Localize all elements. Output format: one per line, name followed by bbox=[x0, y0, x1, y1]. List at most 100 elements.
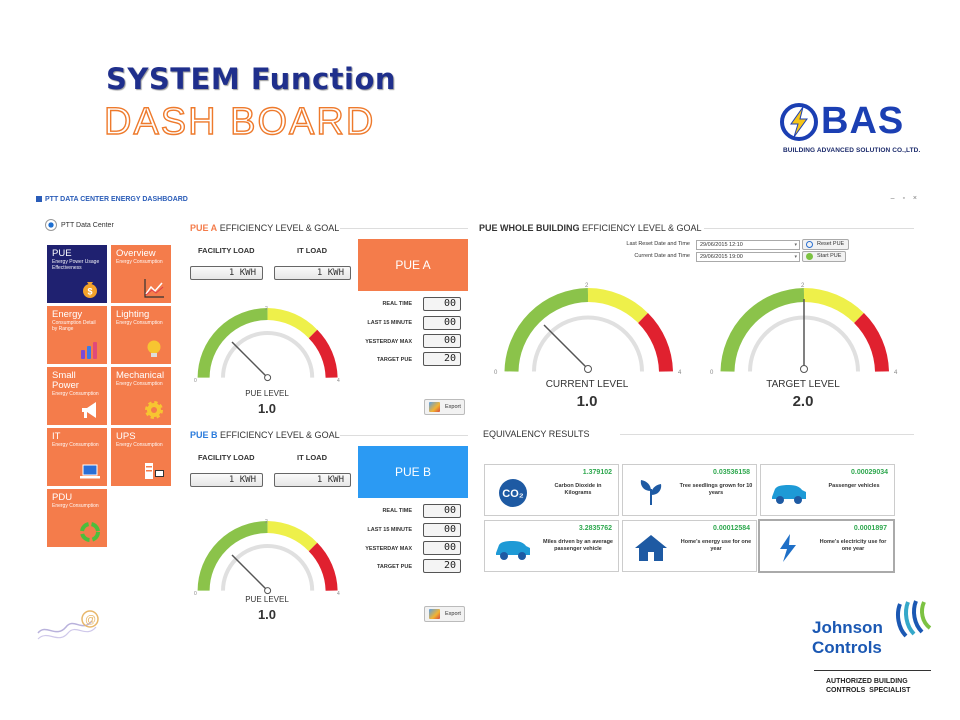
tile-it[interactable]: IT Energy Consumption bbox=[47, 428, 107, 486]
current-datetime-picker[interactable]: 29/06/2015 19:00 ▾ bbox=[696, 252, 800, 262]
equivalency-card-miles: 3.2835762 Miles driven by an average pas… bbox=[484, 520, 619, 572]
tile-lighting[interactable]: Lighting Energy Consumption bbox=[111, 306, 171, 364]
pue-b-it-load-label: IT LOAD bbox=[297, 453, 327, 462]
svg-text:$: $ bbox=[87, 287, 92, 297]
pue-a-metric-value: 00 bbox=[423, 297, 461, 311]
last-reset-label: Last Reset Date and Time bbox=[626, 241, 690, 247]
pue-a-metric-value: 20 bbox=[423, 352, 461, 366]
pue-a-box: PUE A bbox=[358, 239, 468, 291]
pue-a-metric-label: TARGET PUE bbox=[376, 357, 412, 363]
pue-a-it-load-label: IT LOAD bbox=[297, 246, 327, 255]
svg-text:CO₂: CO₂ bbox=[502, 488, 524, 500]
current-gauge-mid: 2 bbox=[585, 283, 589, 289]
pue-a-metric-value: 00 bbox=[423, 316, 461, 330]
pue-b-it-load-value: 1 KWH bbox=[274, 473, 351, 487]
equivalency-value: 0.00029034 bbox=[851, 469, 888, 476]
target-level-gauge: 0 2 4 bbox=[710, 283, 898, 376]
target-gauge-mid: 2 bbox=[801, 283, 805, 289]
ups-icon bbox=[145, 463, 164, 479]
pue-a-export-button[interactable]: Export bbox=[424, 399, 465, 415]
current-level-value: 1.0 bbox=[576, 393, 598, 410]
pue-b-gauge-value: 1.0 bbox=[257, 607, 277, 622]
pue-a-section-title: PUE A EFFICIENCY LEVEL & GOAL bbox=[190, 223, 340, 233]
export-icon bbox=[429, 609, 440, 619]
money-bag-icon: $ bbox=[83, 282, 97, 298]
bar-chart-icon bbox=[81, 342, 97, 359]
tile-pue[interactable]: PUE Energy Power Usage Effectiveness $ bbox=[47, 245, 107, 303]
dropdown-arrow-icon: ▾ bbox=[794, 242, 797, 248]
pue-a-gauge-value: 1.0 bbox=[257, 401, 277, 416]
equivalency-description: Tree seedlings grown for 10 years bbox=[679, 483, 753, 496]
pue-b-gauge-mid: 2 bbox=[265, 519, 268, 525]
bas-logo: BAS BUILDING ADVANCED SOLUTION CO.,LTD. bbox=[779, 100, 929, 158]
pue-b-gauge-max: 4 bbox=[337, 591, 340, 597]
tile-energy[interactable]: Energy Consumption Detail by Range bbox=[47, 306, 107, 364]
start-pue-button[interactable]: Start PUE bbox=[802, 251, 847, 262]
johnson-controls-emblem-icon bbox=[896, 600, 932, 638]
dropdown-arrow-icon: ▾ bbox=[794, 254, 797, 260]
equivalency-card-home-energy: 0.00012584 Home's energy use for one yea… bbox=[622, 520, 757, 572]
equivalency-value: 3.2835762 bbox=[578, 525, 612, 532]
gear-icon bbox=[145, 401, 163, 419]
equivalency-card-home-electricity: 0.0001897 Home's electricity use for one… bbox=[758, 519, 895, 573]
whole-building-section-title: PUE WHOLE BUILDING EFFICIENCY LEVEL & GO… bbox=[479, 223, 702, 233]
pue-b-export-button[interactable]: Export bbox=[424, 606, 465, 622]
current-gauge-min: 0 bbox=[494, 370, 498, 376]
pue-b-facility-load-value: 1 KWH bbox=[190, 473, 263, 487]
slide-subtitle: DASH BOARD bbox=[103, 100, 376, 143]
partner-divider bbox=[814, 670, 931, 671]
current-datetime-label: Current Date and Time bbox=[634, 253, 690, 259]
pue-b-box: PUE B bbox=[358, 446, 468, 498]
equivalency-divider bbox=[620, 434, 914, 435]
last-reset-datetime-picker[interactable]: 29/06/2015 12:10 ▾ bbox=[696, 240, 800, 250]
tree-seedling-icon bbox=[640, 480, 662, 505]
slide-title: SYSTEM Function bbox=[106, 62, 397, 96]
johnson-controls-text: Johnson Controls bbox=[812, 618, 883, 657]
bas-lightning-icon bbox=[780, 103, 818, 141]
pue-b-section-title: PUE B EFFICIENCY LEVEL & GOAL bbox=[190, 430, 340, 440]
recycle-icon bbox=[80, 522, 100, 542]
equivalency-description: Carbon Dioxide in Kilograms bbox=[554, 483, 602, 496]
current-gauge-max: 4 bbox=[678, 370, 682, 376]
pue-b-gauge-min: 0 bbox=[194, 591, 197, 597]
co2-icon: CO₂ bbox=[499, 479, 527, 507]
window-controls[interactable]: – ▫ × bbox=[890, 195, 920, 202]
bas-logo-text: BAS bbox=[821, 100, 905, 142]
light-bulb-icon bbox=[147, 340, 161, 357]
reset-icon bbox=[806, 241, 813, 248]
app-icon bbox=[36, 196, 42, 202]
equivalency-description: Home's electricity use for one year bbox=[819, 539, 887, 552]
equivalency-value: 0.03536158 bbox=[713, 469, 750, 476]
site-name: PTT Data Center bbox=[61, 221, 114, 229]
start-icon bbox=[806, 253, 813, 260]
tile-overview[interactable]: Overview Energy Consumption bbox=[111, 245, 171, 303]
pue-b-metric-value: 00 bbox=[423, 523, 461, 537]
partner-tagline: AUTHORIZED BUILDING CONTROLS SPECIALIST bbox=[826, 678, 911, 694]
pue-b-metric-label: LAST 15 MINUTE bbox=[367, 527, 412, 533]
reset-pue-button[interactable]: Reset PUE bbox=[802, 239, 850, 250]
laptop-icon bbox=[80, 464, 100, 479]
tile-ups[interactable]: UPS Energy Consumption bbox=[111, 428, 171, 486]
pue-b-metric-label: TARGET PUE bbox=[376, 564, 412, 570]
tile-pdu[interactable]: PDU Energy Consumption bbox=[47, 489, 107, 547]
pue-b-facility-load-label: FACILITY LOAD bbox=[198, 453, 255, 462]
current-level-gauge: 0 2 4 bbox=[494, 283, 682, 376]
equivalency-description: Miles driven by an average passenger veh… bbox=[542, 539, 613, 552]
pue-a-gauge-caption: PUE LEVEL bbox=[245, 389, 289, 398]
car-icon bbox=[772, 485, 806, 504]
equivalency-description: Home's energy use for one year bbox=[680, 539, 752, 552]
pue-b-divider bbox=[340, 435, 468, 436]
site-logo-icon bbox=[45, 219, 57, 231]
window-title: PTT DATA CENTER ENERGY DASHBOARD bbox=[36, 196, 188, 203]
pue-b-metric-value: 20 bbox=[423, 559, 461, 573]
johnson-controls-logo: Johnson Controls bbox=[812, 598, 936, 662]
tile-mechanical[interactable]: Mechanical Energy Consumption bbox=[111, 367, 171, 425]
pue-a-metric-label: REAL TIME bbox=[382, 301, 412, 307]
pue-b-gauge: 0 2 4 bbox=[194, 519, 340, 597]
export-icon bbox=[429, 402, 440, 412]
site-header: PTT Data Center bbox=[45, 219, 114, 231]
equivalency-value: 1.379102 bbox=[582, 469, 612, 476]
tile-small-power[interactable]: Small Power Energy Consumption bbox=[47, 367, 107, 425]
target-level-value: 2.0 bbox=[792, 393, 814, 410]
house-icon bbox=[635, 535, 667, 561]
